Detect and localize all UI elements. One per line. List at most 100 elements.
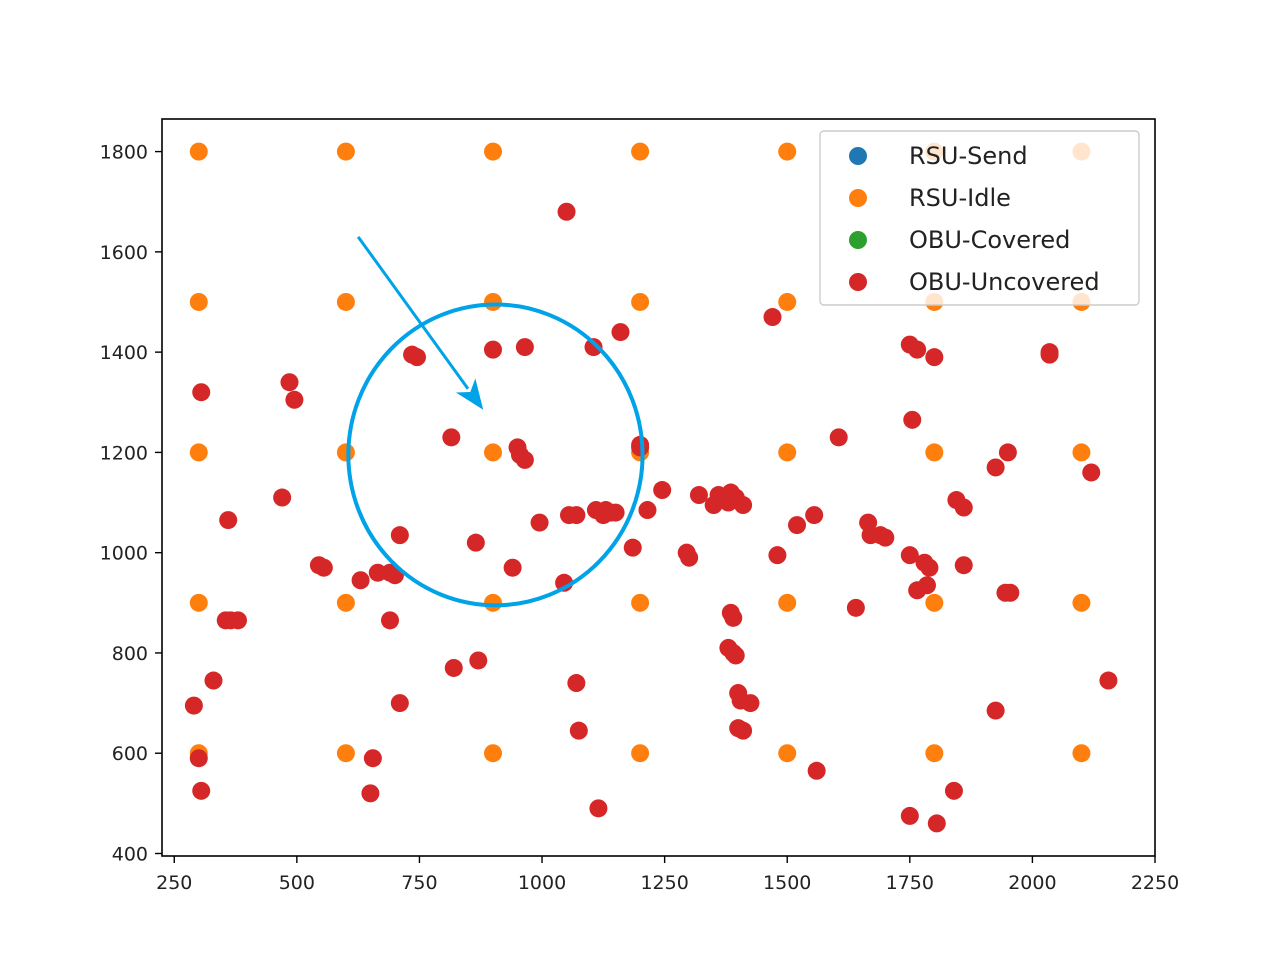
obu-uncovered-point xyxy=(1099,671,1118,690)
x-tick-label: 1000 xyxy=(518,872,566,894)
obu-uncovered-point xyxy=(442,428,461,447)
legend-label-rsu-idle: RSU-Idle xyxy=(909,184,1011,212)
obu-uncovered-point xyxy=(805,506,824,525)
obu-uncovered-point xyxy=(192,383,211,402)
x-tick-label: 500 xyxy=(279,872,315,894)
y-tick-label: 1000 xyxy=(100,543,148,565)
obu-uncovered-point xyxy=(846,598,865,617)
x-tick-label: 2250 xyxy=(1131,872,1179,894)
rsu-idle-point xyxy=(189,443,208,462)
rsu-idle-point xyxy=(336,142,355,161)
obu-uncovered-point xyxy=(829,428,848,447)
rsu-idle-point xyxy=(484,593,502,612)
rsu-idle-point xyxy=(925,593,944,612)
obu-uncovered-point xyxy=(734,721,753,740)
obu-uncovered-point xyxy=(689,486,708,505)
obu-uncovered-point xyxy=(606,503,625,522)
obu-uncovered-point xyxy=(189,749,208,768)
obu-uncovered-point xyxy=(407,348,426,367)
obu-uncovered-point xyxy=(567,674,586,693)
legend-label-rsu-send: RSU-Send xyxy=(909,142,1028,170)
obu-uncovered-point xyxy=(314,558,333,577)
obu-uncovered-point xyxy=(954,556,973,575)
rsu-idle-point xyxy=(336,292,355,311)
x-tick-label: 250 xyxy=(156,872,192,894)
obu-uncovered-point xyxy=(611,323,630,342)
obu-uncovered-point xyxy=(280,373,299,392)
legend-label-obu-covered: OBU-Covered xyxy=(909,226,1070,254)
obu-uncovered-point xyxy=(503,558,522,577)
obu-uncovered-point xyxy=(184,696,203,715)
obu-uncovered-point xyxy=(569,721,588,740)
rsu-idle-point xyxy=(484,292,502,311)
obu-uncovered-point xyxy=(515,338,534,357)
obu-uncovered-point xyxy=(273,488,292,507)
obu-uncovered-point xyxy=(623,538,642,557)
rsu-idle-point xyxy=(189,292,208,311)
pointer-arrow-shaft xyxy=(356,235,470,390)
annotation xyxy=(346,235,645,608)
obu-uncovered-point xyxy=(363,749,382,768)
x-tick-label: 1750 xyxy=(886,872,934,894)
obu-uncovered-point xyxy=(763,308,782,327)
obu-uncovered-point xyxy=(903,410,922,429)
obu-uncovered-point xyxy=(1040,345,1059,364)
rsu-idle-point xyxy=(631,593,650,612)
x-tick-label: 1500 xyxy=(763,872,811,894)
obu-uncovered-point xyxy=(361,784,380,803)
obu-uncovered-point xyxy=(444,658,463,677)
y-tick-label: 400 xyxy=(112,843,148,865)
obu-uncovered-point xyxy=(986,458,1005,477)
highlight-circle xyxy=(346,302,645,608)
obu-uncovered-point xyxy=(351,571,370,590)
legend-label-obu-uncovered: OBU-Uncovered xyxy=(909,268,1100,296)
obu-uncovered-point xyxy=(631,438,650,457)
rsu-idle-point xyxy=(925,744,944,763)
obu-uncovered-point xyxy=(768,546,787,565)
obu-uncovered-point xyxy=(741,694,760,713)
obu-uncovered-point xyxy=(229,611,248,630)
obu-uncovered-point xyxy=(469,651,488,670)
obu-uncovered-point xyxy=(204,671,223,690)
obu-uncovered-point xyxy=(638,501,657,520)
y-tick-label: 600 xyxy=(112,743,148,765)
obu-uncovered-point xyxy=(986,701,1005,720)
rsu-idle-point xyxy=(1072,593,1091,612)
obu-uncovered-point xyxy=(724,608,743,627)
obu-uncovered-point xyxy=(390,694,409,713)
y-axis: 400 600 800 1000 1200 1400 1600 1800 xyxy=(100,142,162,865)
obu-uncovered-point xyxy=(927,814,946,833)
legend-marker-rsu-idle xyxy=(849,189,867,207)
rsu-idle-point xyxy=(484,744,502,763)
obu-uncovered-point xyxy=(900,806,919,825)
legend-marker-obu-uncovered xyxy=(849,273,867,291)
rsu-idle-point xyxy=(778,443,797,462)
y-tick-label: 1800 xyxy=(100,142,148,164)
obu-uncovered-point xyxy=(1082,463,1101,482)
obu-uncovered-point xyxy=(788,516,807,535)
x-tick-label: 2000 xyxy=(1008,872,1056,894)
obu-uncovered-point xyxy=(192,781,211,800)
obu-uncovered-point xyxy=(381,611,400,630)
rsu-idle-point xyxy=(189,593,208,612)
legend-box xyxy=(819,130,1140,306)
rsu-idle-point xyxy=(631,744,650,763)
obu-uncovered-point xyxy=(908,340,927,359)
obu-uncovered-point xyxy=(680,548,699,567)
obu-uncovered-point xyxy=(515,450,534,469)
obu-uncovered-point xyxy=(567,506,586,525)
y-tick-label: 1400 xyxy=(100,342,148,364)
obu-uncovered-point xyxy=(589,799,608,818)
rsu-idle-point xyxy=(631,292,650,311)
rsu-idle-point xyxy=(484,443,502,462)
obu-uncovered-point xyxy=(1001,583,1020,602)
obu-uncovered-point xyxy=(944,781,963,800)
legend-marker-rsu-send xyxy=(849,147,867,165)
obu-uncovered-point xyxy=(584,338,603,357)
rsu-idle-point xyxy=(336,593,355,612)
rsu-idle-point xyxy=(778,744,797,763)
y-tick-label: 1200 xyxy=(100,442,148,464)
rsu-idle-point xyxy=(925,443,944,462)
rsu-idle-point xyxy=(631,142,650,161)
